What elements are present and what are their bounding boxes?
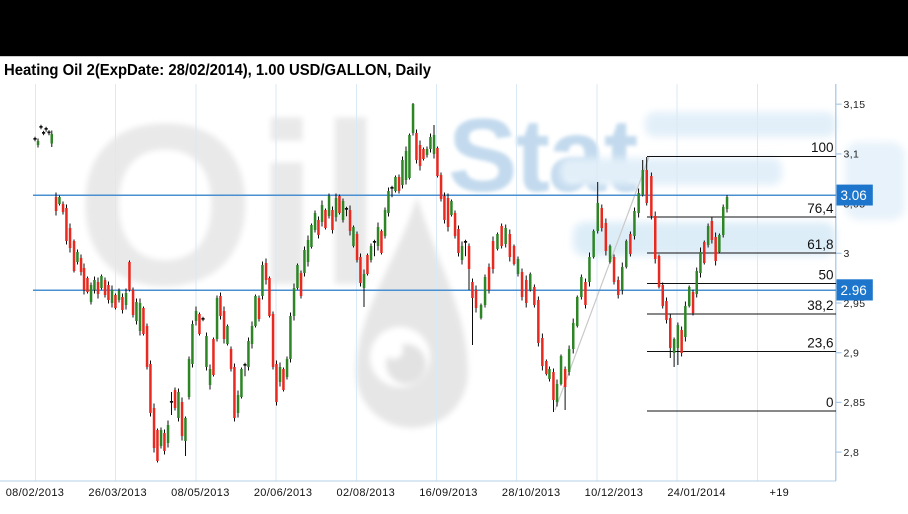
svg-text:61,8: 61,8 bbox=[807, 237, 833, 252]
svg-text:2,95: 2,95 bbox=[844, 298, 866, 310]
svg-text:2.96: 2.96 bbox=[841, 283, 867, 298]
svg-text:+19: +19 bbox=[769, 487, 789, 499]
svg-text:23,6: 23,6 bbox=[807, 335, 833, 350]
svg-text:3.06: 3.06 bbox=[841, 188, 867, 203]
svg-text:50: 50 bbox=[818, 268, 833, 283]
svg-text:38,2: 38,2 bbox=[807, 298, 833, 313]
svg-text:100: 100 bbox=[811, 140, 834, 155]
svg-text:2,9: 2,9 bbox=[844, 348, 860, 360]
svg-text:08/02/2013: 08/02/2013 bbox=[6, 487, 65, 499]
svg-text:28/10/2013: 28/10/2013 bbox=[502, 487, 561, 499]
svg-text:3: 3 bbox=[844, 248, 850, 260]
svg-text:76,4: 76,4 bbox=[807, 201, 834, 216]
svg-text:0: 0 bbox=[826, 395, 834, 410]
svg-text:16/09/2013: 16/09/2013 bbox=[419, 487, 478, 499]
svg-text:24/01/2014: 24/01/2014 bbox=[667, 487, 726, 499]
svg-text:08/05/2013: 08/05/2013 bbox=[171, 487, 230, 499]
svg-text:2,85: 2,85 bbox=[844, 397, 866, 409]
svg-text:10/12/2013: 10/12/2013 bbox=[585, 487, 644, 499]
svg-text:2,8: 2,8 bbox=[844, 447, 860, 459]
svg-text:26/03/2013: 26/03/2013 bbox=[88, 487, 147, 499]
svg-text:Stat: Stat bbox=[448, 98, 638, 214]
svg-text:02/08/2013: 02/08/2013 bbox=[337, 487, 396, 499]
svg-text:20/06/2013: 20/06/2013 bbox=[254, 487, 313, 499]
svg-text:3,1: 3,1 bbox=[844, 149, 860, 161]
svg-text:Heating Oil 2(ExpDate: 28/02/2: Heating Oil 2(ExpDate: 28/02/2014), 1.00… bbox=[4, 62, 431, 79]
svg-text:3,15: 3,15 bbox=[844, 99, 866, 111]
